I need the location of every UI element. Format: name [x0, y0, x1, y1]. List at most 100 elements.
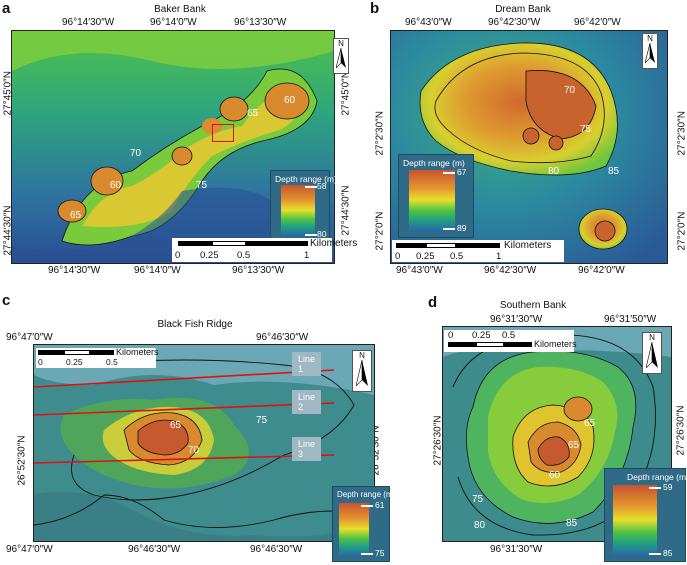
north-arrow: N: [352, 350, 372, 392]
contour-label: 65: [170, 420, 182, 431]
scale-bar: Kilometers 0 0.25 0.5 1: [172, 238, 357, 262]
contour-label: 75: [256, 415, 268, 426]
right-lat-label: 27°44′30″N: [340, 185, 352, 236]
north-arrow: N: [642, 332, 662, 374]
scale-unit: Kilometers: [310, 238, 358, 249]
depth-legend: Depth range (m) 67 89: [398, 154, 474, 238]
legend-max: 58: [317, 181, 327, 191]
bottom-lon-label: 96°13′30″W: [232, 265, 285, 276]
contour-label: 70: [564, 85, 576, 96]
arrow-icon: [644, 42, 655, 64]
detail-box: [212, 124, 234, 142]
arrow-icon: [335, 47, 346, 69]
map-title: Southern Bank: [499, 300, 567, 311]
legend-title: Depth range (m): [627, 472, 687, 482]
legend-max: 61: [375, 500, 385, 510]
scale-label: 0: [175, 250, 181, 261]
top-lon-label: 96°43′0″W: [405, 17, 452, 28]
left-lat-label: 27°2′0″N: [374, 211, 386, 251]
map-title: Black Fish Ridge: [157, 319, 233, 330]
scale-label: 0.5: [237, 250, 251, 261]
depth-gradient: [409, 170, 455, 232]
bottom-lon-label: 96°46′30″W: [128, 544, 181, 555]
contour-label: 70: [130, 148, 142, 159]
north-arrow: N: [333, 38, 349, 74]
depth-legend: Depth range (m) 61 75: [332, 486, 395, 562]
right-lat-label: 27°2′30″N: [676, 111, 687, 156]
scale-segment: [90, 350, 114, 355]
map-title: Dream Bank: [495, 4, 551, 15]
scale-bar: Kilometers 0 0.25 0.5: [444, 330, 577, 352]
bottom-lon-label: 96°43′0″W: [396, 265, 443, 276]
top-lon-label: 96°13′30″W: [234, 17, 287, 28]
top-lon-label: 96°42′30″W: [488, 17, 541, 28]
scale-unit: Kilometers: [504, 240, 552, 251]
right-lat-label: 27°2′0″N: [676, 211, 687, 251]
contour-label: 85: [566, 518, 578, 529]
legend-tick: [305, 186, 317, 188]
depth-gradient: [339, 503, 369, 557]
legend-tick: [649, 487, 661, 489]
left-lat-label: 27°2′30″N: [374, 111, 386, 156]
scale-segment: [448, 342, 476, 347]
scale-segment: [178, 241, 212, 246]
legend-title: Depth range (m): [337, 490, 396, 499]
contour-label: 80: [474, 520, 486, 531]
top-lon-label: 96°46′30″W: [256, 332, 309, 343]
legend-max: 67: [457, 167, 467, 177]
bottom-lon-label: 96°42′0″W: [578, 265, 625, 276]
north-letter: N: [647, 34, 653, 43]
legend-tick: [443, 228, 455, 230]
contour-label: 85: [608, 166, 620, 177]
right-lat-label: 27°26′30″N: [675, 405, 687, 456]
scale-label: 0.25: [66, 357, 83, 367]
scale-label: 0.25: [200, 250, 219, 261]
bottom-lon-label: 96°14′0″W: [134, 265, 181, 276]
scale-segment: [476, 342, 504, 347]
legend-title: Depth range (m): [403, 158, 465, 168]
legend-max: 59: [663, 482, 673, 492]
north-letter: N: [649, 333, 655, 342]
legend-tick: [443, 172, 455, 174]
panel-label: b: [370, 0, 380, 17]
bottom-lon-label: 96°31′30″W: [490, 544, 543, 555]
contour-label: 60: [284, 95, 296, 106]
map-title: Baker Bank: [154, 4, 206, 15]
contour-label: 75: [580, 124, 592, 135]
depth-gradient: [613, 485, 657, 557]
contour-label: 80: [548, 166, 560, 177]
scale-segment: [396, 243, 426, 248]
depth-legend: Depth range (m) 59 85: [604, 468, 687, 562]
contour-label: 65: [247, 108, 259, 119]
scale-segment: [504, 342, 532, 347]
scale-segment: [426, 243, 456, 248]
scale-segment: [64, 350, 90, 355]
bottom-lon-label: 96°42′30″W: [484, 265, 537, 276]
scale-unit: Kilometers: [116, 347, 159, 357]
contour-label: 60: [549, 470, 561, 481]
scale-label: 0: [38, 357, 43, 367]
scale-label: 1: [496, 251, 502, 262]
transect-label: Line 3: [292, 437, 322, 461]
depth-gradient: [281, 185, 315, 237]
scale-segment: [246, 241, 308, 246]
north-letter: N: [359, 351, 365, 360]
transect-label: Line 2: [292, 390, 322, 414]
bathymetry-map: [33, 344, 375, 542]
scale-bar: Kilometers 0 0.25 0.5: [36, 347, 159, 368]
scale-segment: [38, 350, 64, 355]
legend-tick: [649, 553, 661, 555]
top-lon-label: 96°14′30″W: [62, 17, 115, 28]
bottom-lon-label: 96°46′30″W: [250, 544, 303, 555]
contour-label: 60: [110, 180, 122, 191]
top-lon-label: 96°42′0″W: [574, 17, 621, 28]
scale-label: 1: [304, 250, 310, 261]
legend-tick: [361, 505, 373, 507]
contour-label: 65: [70, 210, 82, 221]
bottom-lon-label: 96°47′0″W: [6, 544, 53, 555]
bottom-lon-label: 96°14′30″W: [48, 265, 101, 276]
scale-label: 0.5: [106, 357, 118, 367]
north-arrow: N: [642, 33, 658, 69]
arrow-icon: [645, 341, 658, 369]
scale-segment: [456, 243, 500, 248]
